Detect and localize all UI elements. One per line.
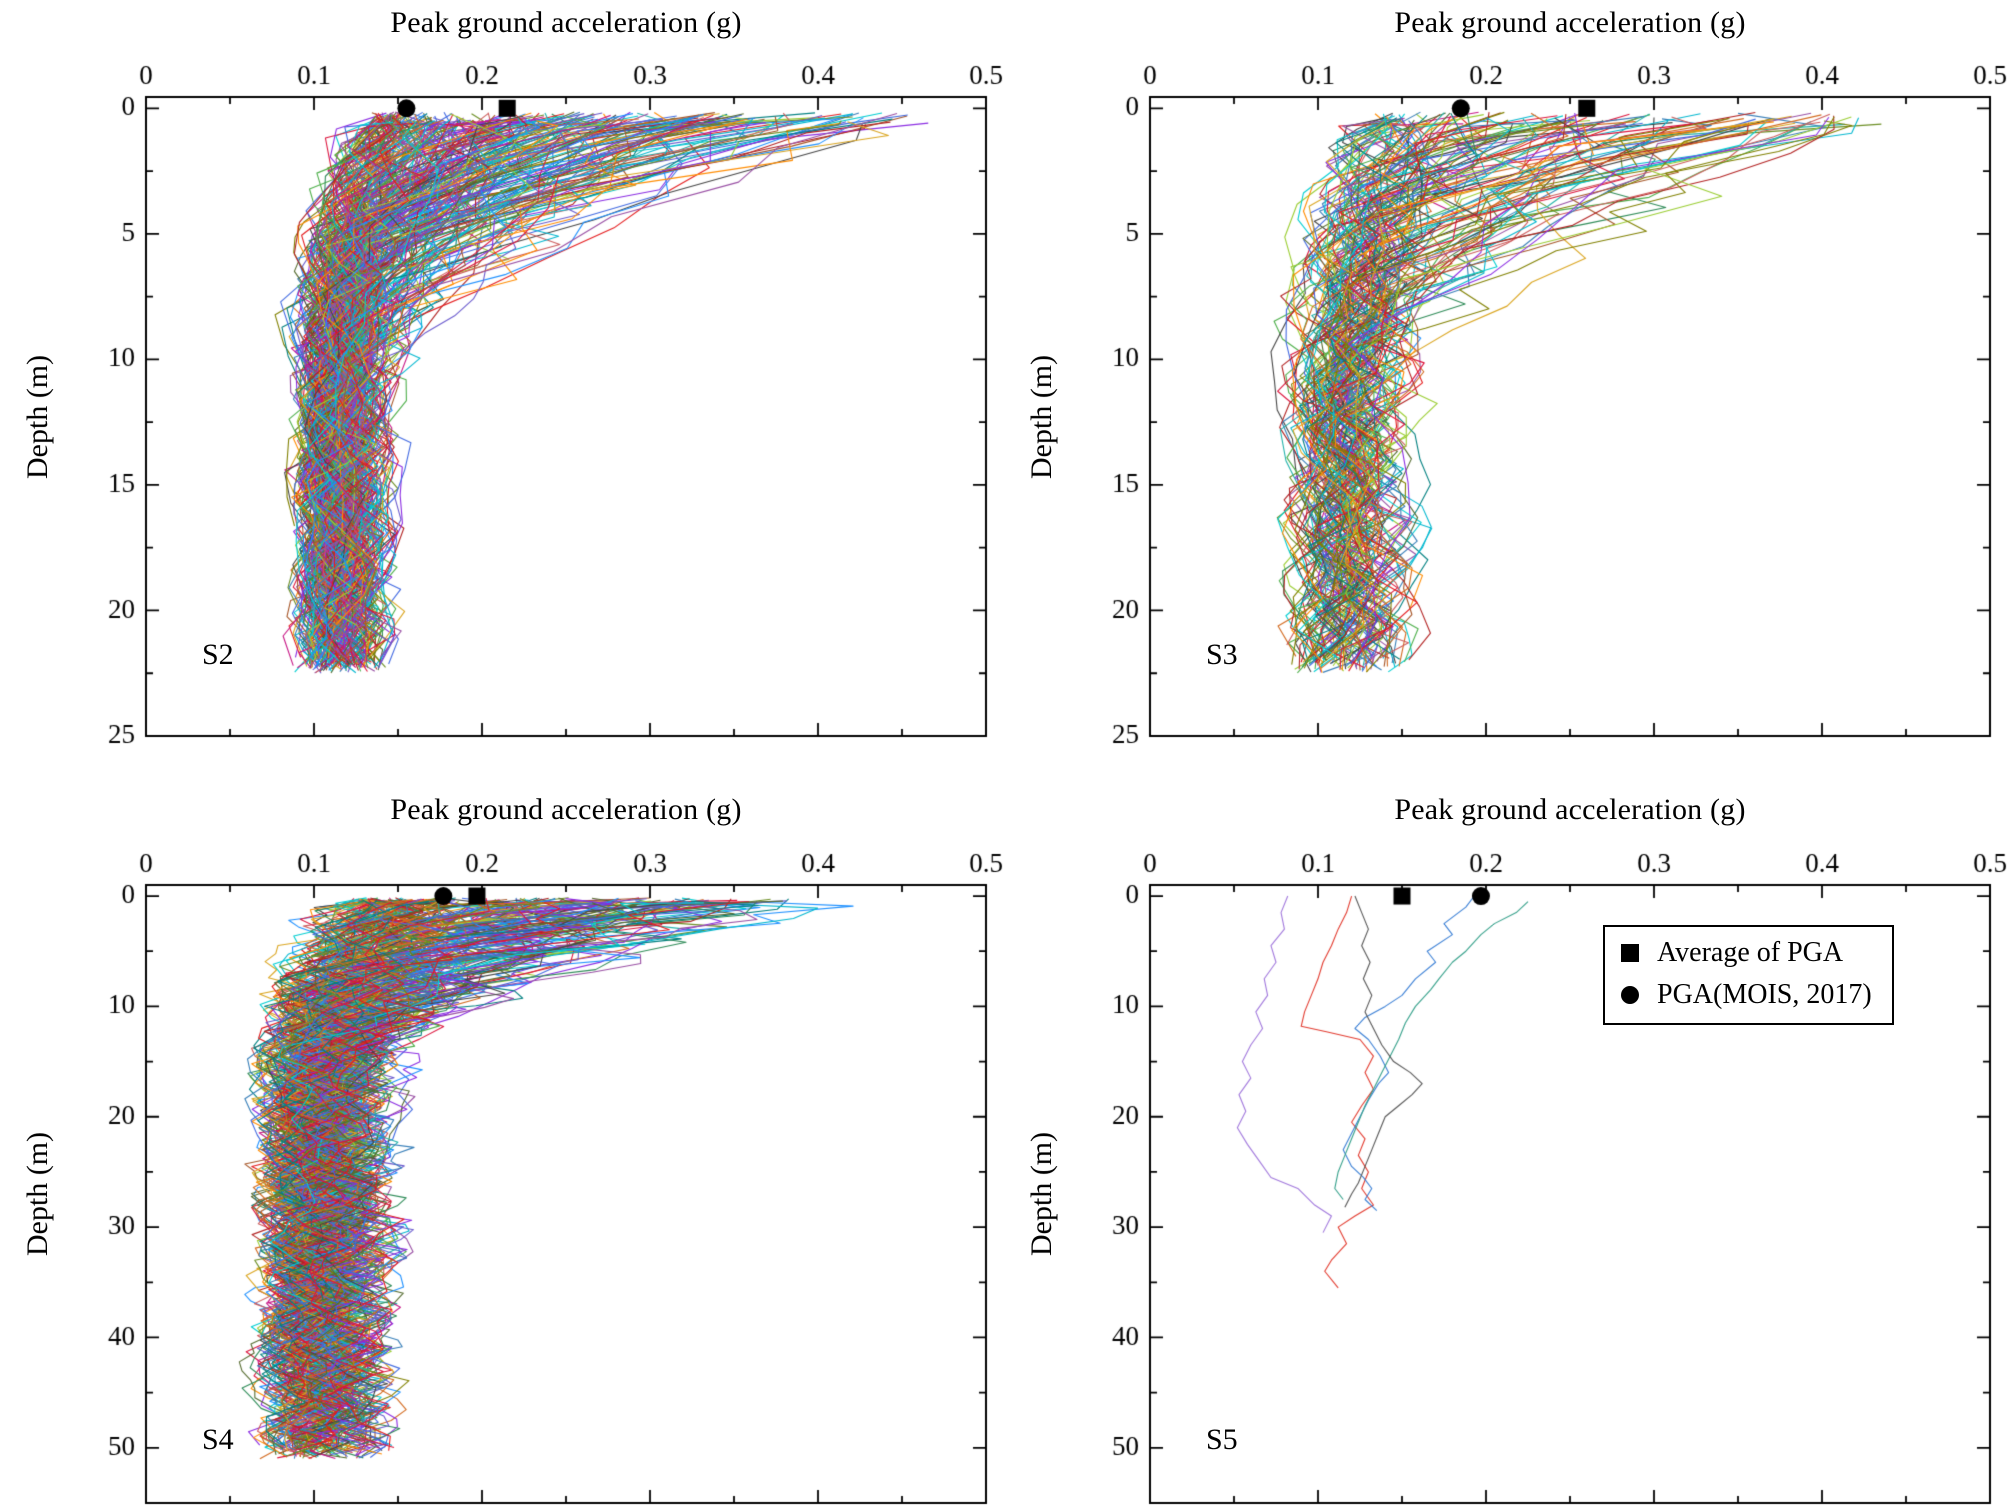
- x-axis-title-s3: Peak ground acceleration (g): [1394, 6, 1746, 39]
- y-axis-title-s2: Depth (m): [21, 354, 54, 480]
- panel-s4: Peak ground acceleration (g) Depth (m) S…: [0, 755, 1004, 1511]
- plot-canvas-s2: [0, 0, 1004, 755]
- legend-label-pga-mois: PGA(MOIS, 2017): [1657, 979, 1872, 1010]
- circle-marker-icon: [1621, 986, 1639, 1004]
- panel-s2: Peak ground acceleration (g) Depth (m) S…: [0, 0, 1004, 755]
- panel-label-s3: S3: [1206, 638, 1238, 671]
- legend-item-average-pga: Average of PGA: [1621, 937, 1872, 969]
- plot-canvas-s5: [1004, 755, 2008, 1511]
- x-axis-title-s4: Peak ground acceleration (g): [390, 793, 742, 826]
- panel-s3: Peak ground acceleration (g) Depth (m) S…: [1004, 0, 2008, 755]
- panel-label-s4: S4: [202, 1423, 234, 1456]
- plot-canvas-s3: [1004, 0, 2008, 755]
- x-axis-title-s5: Peak ground acceleration (g): [1394, 793, 1746, 826]
- panel-label-s2: S2: [202, 638, 234, 671]
- plot-canvas-s4: [0, 755, 1004, 1511]
- legend-label-average-pga: Average of PGA: [1657, 937, 1844, 968]
- panel-label-s5: S5: [1206, 1423, 1238, 1456]
- panel-s5: Peak ground acceleration (g) Depth (m) S…: [1004, 755, 2008, 1511]
- legend: Average of PGA PGA(MOIS, 2017): [1603, 925, 1894, 1025]
- y-axis-title-s3: Depth (m): [1025, 354, 1058, 480]
- y-axis-title-s5: Depth (m): [1025, 1131, 1058, 1257]
- square-marker-icon: [1621, 944, 1639, 962]
- legend-item-pga-mois: PGA(MOIS, 2017): [1621, 979, 1872, 1011]
- y-axis-title-s4: Depth (m): [21, 1131, 54, 1257]
- x-axis-title-s2: Peak ground acceleration (g): [390, 6, 742, 39]
